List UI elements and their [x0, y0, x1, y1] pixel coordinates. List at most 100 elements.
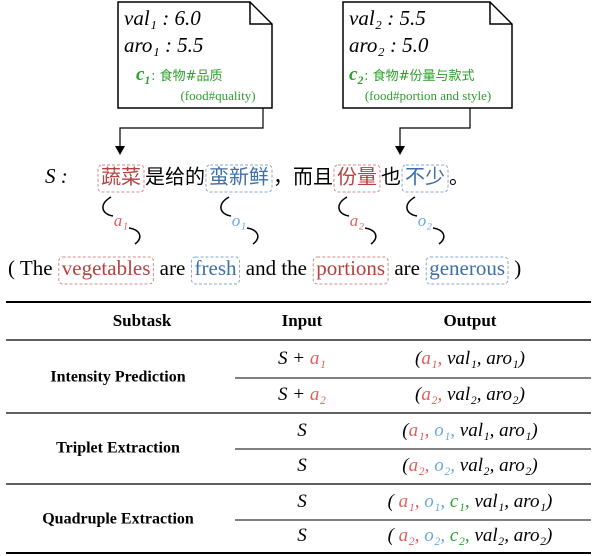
- span-box: [425, 256, 509, 285]
- math-token: o₁,: [434, 420, 455, 441]
- plain-span: 是给的: [145, 165, 205, 189]
- val-label: val₁ : 6.0: [124, 6, 201, 30]
- math-expression: (a₂, o₂, val₂, aro₂): [402, 455, 538, 476]
- plain-span: are: [389, 256, 425, 280]
- math-expression: ( a₂, o₂, c₂, val₂, aro₂): [388, 525, 553, 546]
- subtask: Intensity Prediction: [50, 369, 185, 386]
- math-token: (: [388, 491, 399, 512]
- span-box: [205, 164, 273, 193]
- math-token: a₂,: [409, 455, 435, 476]
- math-token: c₁,: [450, 491, 470, 512]
- category: c₁: [136, 64, 151, 85]
- math-expression: ( a₁, o₁, c₁, val₁, aro₁): [388, 491, 553, 512]
- math-token: a₁,: [399, 491, 425, 512]
- annotation: o₁: [232, 211, 246, 230]
- aro-label: aro₁ : 5.5: [124, 33, 203, 57]
- aro-label: aro₂ : 5.0: [349, 33, 429, 57]
- category-zh: : 食物#品质: [151, 68, 222, 84]
- math-token: S: [297, 455, 307, 476]
- math-token: (: [402, 420, 410, 441]
- highlighted-span: generous: [429, 256, 505, 280]
- highlighted-span: fresh: [195, 256, 237, 280]
- brace: [246, 227, 259, 245]
- box-fold: [249, 2, 272, 25]
- math-token: val₂, aro₂): [455, 455, 538, 476]
- highlighted-span: 蔬菜: [101, 165, 141, 189]
- category-line: c₁: 食物#品质: [136, 64, 222, 85]
- arrow: [399, 108, 471, 150]
- box-2: [342, 1, 513, 109]
- subtask: Triplet Extraction: [56, 440, 180, 457]
- highlighted-span: vegetables: [62, 256, 151, 280]
- annotation: a₂: [350, 211, 365, 230]
- math-token: a₁,: [409, 420, 435, 441]
- math-expression: (a₁, val₁, aro₁): [415, 348, 525, 369]
- math-expression: S: [297, 525, 307, 546]
- math-expression: S + a₁: [278, 348, 326, 369]
- val-label: val₂ : 5.5: [349, 6, 426, 30]
- math-token: a₁,: [421, 348, 442, 369]
- math-token: a₂: [310, 384, 327, 405]
- arrow: [119, 108, 264, 150]
- math-token: val₁, aro₁): [455, 420, 538, 441]
- table-header: Input: [282, 311, 323, 330]
- arrow-head: [395, 146, 405, 155]
- box-fold: [489, 2, 512, 25]
- span-box: [58, 256, 154, 285]
- brace: [220, 196, 232, 217]
- category-line: c₂: 食物#份量与款式: [349, 64, 474, 85]
- annotation: o₂: [418, 211, 433, 230]
- subtask: Quadruple Extraction: [42, 511, 194, 528]
- span-box: [333, 164, 381, 193]
- math-token: val₁, aro₁): [442, 348, 525, 369]
- brace: [102, 196, 114, 217]
- math-token: S: [297, 491, 307, 512]
- category: c₂: [349, 64, 364, 85]
- annotation: a₁: [114, 211, 128, 230]
- math-token: val₂, aro₂): [442, 384, 525, 405]
- highlighted-span: 不少: [405, 165, 445, 189]
- math-token: a₂,: [399, 525, 425, 546]
- highlighted-span: 份量: [337, 165, 377, 189]
- span-box: [191, 256, 241, 285]
- math-token: c₂,: [450, 525, 470, 546]
- brace: [128, 227, 141, 245]
- brace: [406, 196, 418, 217]
- span-box: [97, 164, 145, 193]
- sentence-label: S :: [45, 164, 68, 188]
- highlighted-span: portions: [316, 256, 385, 280]
- brace: [432, 227, 445, 245]
- math-token: o₁,: [424, 491, 450, 512]
- math-token: (: [415, 348, 423, 369]
- math-expression: S: [297, 455, 307, 476]
- plain-span: ，而且: [273, 165, 333, 189]
- math-token: S: [297, 525, 307, 546]
- math-token: S: [297, 420, 307, 441]
- math-token: val₁, aro₁): [470, 491, 553, 512]
- brace: [338, 196, 350, 217]
- box-1: [117, 1, 273, 109]
- math-token: S +: [278, 384, 310, 405]
- math-token: val₂, aro₂): [470, 525, 553, 546]
- span-box: [312, 256, 389, 285]
- math-token: o₂,: [424, 525, 450, 546]
- math-token: a₂,: [421, 384, 442, 405]
- highlighted-span: 蛮新鲜: [209, 165, 269, 189]
- arrow-head: [115, 146, 125, 155]
- math-token: o₂,: [434, 455, 455, 476]
- table-header: Output: [444, 311, 497, 330]
- category-en: (food#quality): [180, 88, 255, 103]
- math-expression: (a₁, o₁, val₁, aro₁): [402, 420, 538, 441]
- plain-span: are: [154, 256, 190, 280]
- math-expression: (a₂, val₂, aro₂): [415, 384, 525, 405]
- math-token: (: [402, 455, 410, 476]
- math-expression: S + a₂: [278, 384, 326, 405]
- plain-span: 。: [449, 165, 469, 189]
- plain-span: 也: [381, 165, 401, 189]
- category-zh: : 食物#份量与款式: [364, 68, 474, 84]
- math-expression: S: [297, 420, 307, 441]
- category-en: (food#portion and style): [365, 88, 491, 103]
- table-header: Subtask: [113, 311, 172, 330]
- math-token: S +: [278, 348, 310, 369]
